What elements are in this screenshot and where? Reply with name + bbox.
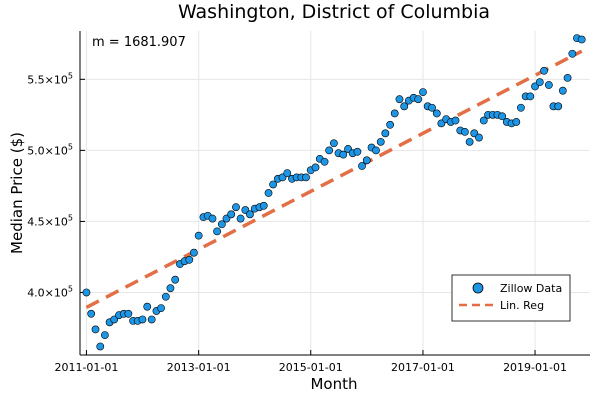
x-tick-label: 2013-01-01: [167, 361, 231, 374]
legend-box: [451, 274, 571, 322]
y-tick-mantissa: 4.5×10: [27, 215, 68, 228]
data-point: [451, 116, 460, 125]
x-tick-label: 2011-01-01: [54, 361, 118, 374]
data-point: [269, 180, 278, 189]
data-point: [339, 150, 348, 159]
data-point: [526, 92, 535, 101]
data-point: [563, 73, 572, 82]
data-point: [432, 109, 441, 118]
x-axis-label: Month: [310, 375, 357, 393]
data-point: [283, 169, 292, 178]
data-point: [465, 137, 474, 146]
data-point: [419, 88, 427, 97]
data-point: [236, 214, 245, 223]
y-tick-label: 5.5×105: [27, 71, 73, 86]
regression-line: [85, 49, 583, 309]
data-point: [400, 102, 409, 111]
data-point: [311, 163, 320, 172]
data-point: [386, 120, 395, 129]
data-point: [91, 325, 100, 334]
data-point: [428, 103, 436, 112]
data-point: [213, 227, 221, 236]
data-point: [171, 275, 180, 284]
data-point: [512, 118, 521, 126]
chart-title: Washington, District of Columbia: [178, 1, 490, 23]
legend-label-lin-reg: Lin. Reg: [500, 299, 544, 312]
data-point: [157, 304, 165, 313]
data-point: [259, 201, 268, 210]
data-point: [353, 147, 362, 156]
x-tick-label: 2017-01-01: [391, 361, 455, 374]
legend: Zillow Data Lin. Reg: [451, 274, 571, 322]
data-point: [143, 302, 152, 311]
gridlines: [80, 31, 590, 355]
data-point: [161, 292, 170, 301]
y-tick-mantissa: 5.5×10: [27, 73, 68, 86]
data-point: [100, 331, 109, 340]
y-tick-exponent: 5: [68, 142, 73, 151]
data-point: [232, 203, 240, 212]
data-point: [498, 112, 507, 121]
y-tick-exponent: 5: [68, 71, 73, 80]
data-point: [517, 103, 525, 112]
y-axis-label: Median Price ($): [8, 132, 26, 254]
data-point: [577, 35, 586, 44]
data-point: [194, 231, 203, 240]
data-point: [479, 116, 488, 125]
data-point: [217, 220, 226, 229]
data-point: [325, 146, 334, 155]
data-point: [124, 309, 133, 318]
data-point: [358, 162, 366, 170]
data-point: [138, 315, 147, 324]
y-tick-label: 5.0×105: [27, 142, 73, 157]
y-tick-mantissa: 4.0×10: [27, 286, 68, 299]
data-point: [568, 49, 577, 58]
data-point: [87, 309, 96, 318]
x-tick-marks: [85, 350, 536, 355]
y-tick-exponent: 5: [68, 284, 73, 293]
legend-scatter-marker: [472, 282, 484, 294]
data-point: [558, 86, 567, 95]
data-point: [96, 342, 105, 351]
data-point: [414, 95, 423, 104]
y-tick-label: 4.5×105: [27, 213, 73, 228]
data-point: [544, 81, 553, 89]
data-point: [82, 288, 91, 297]
y-tick-exponent: 5: [68, 213, 73, 222]
data-point: [362, 156, 371, 165]
data-point: [381, 129, 390, 138]
data-point: [190, 248, 198, 257]
slope-annotation: m = 1681.907: [92, 35, 186, 50]
data-point: [390, 109, 399, 118]
data-point: [147, 315, 156, 324]
data-point: [540, 66, 548, 75]
data-point: [227, 210, 236, 219]
data-point: [185, 255, 194, 264]
scatter-points-layer: [82, 34, 586, 351]
legend-label-zillow-data: Zillow Data: [500, 282, 562, 295]
data-point: [302, 173, 310, 182]
data-point: [460, 127, 469, 136]
x-tick-label: 2015-01-01: [279, 361, 343, 374]
data-point: [166, 284, 175, 293]
y-tick-mantissa: 5.0×10: [27, 144, 68, 157]
data-point: [535, 78, 544, 87]
data-point: [372, 146, 380, 155]
data-point: [246, 210, 254, 219]
regression-line-layer: [85, 49, 583, 309]
data-point: [475, 133, 483, 142]
data-point: [208, 214, 217, 223]
y-tick-label: 4.0×105: [27, 284, 73, 299]
x-tick-label: 2019-01-01: [503, 361, 567, 374]
y-tick-marks: [80, 78, 85, 293]
data-point: [376, 137, 385, 146]
data-point: [330, 139, 338, 148]
data-point: [264, 189, 273, 197]
data-point: [320, 157, 329, 166]
data-point: [395, 95, 404, 104]
data-point: [554, 102, 563, 111]
